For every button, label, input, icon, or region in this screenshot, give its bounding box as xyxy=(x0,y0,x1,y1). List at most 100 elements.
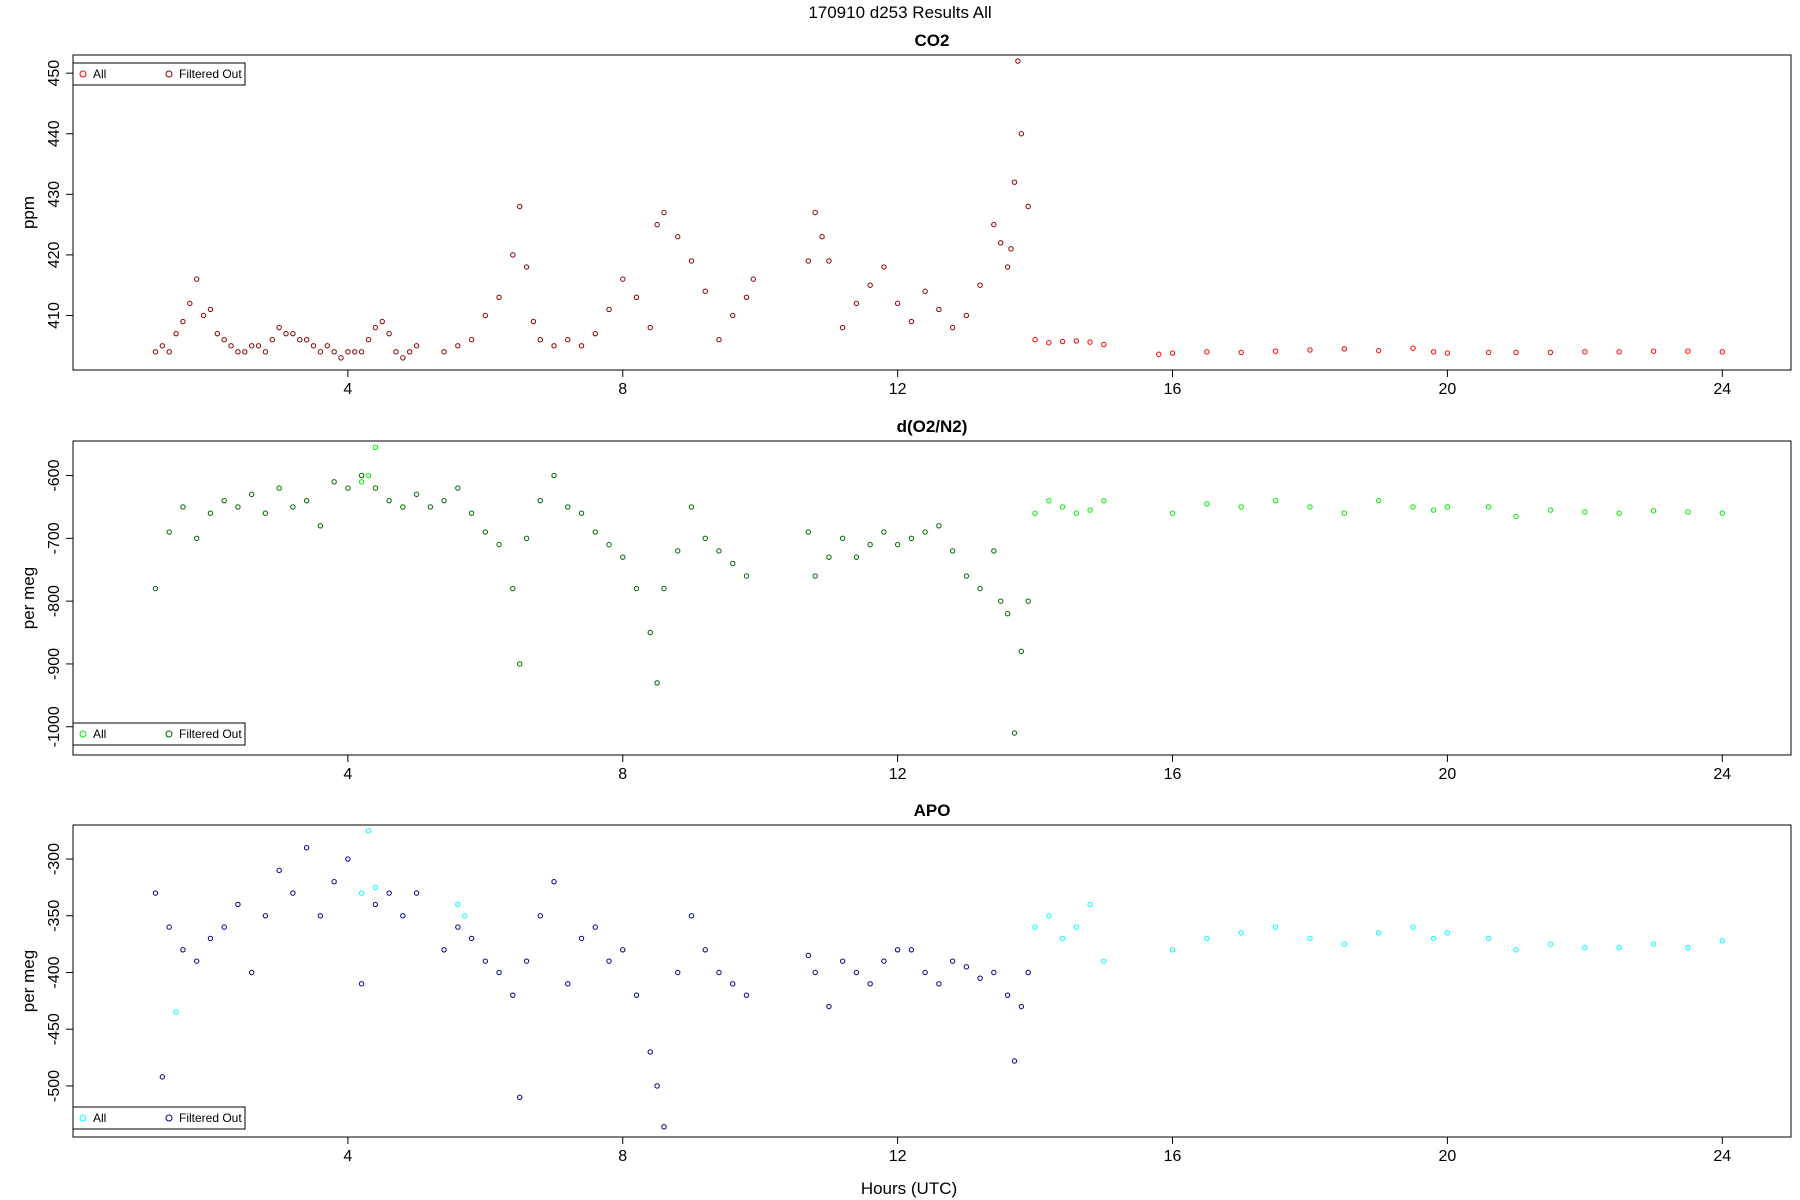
point-filtered-out xyxy=(578,935,585,942)
point-all xyxy=(1650,348,1657,354)
co2-panel: CO2 ppm 4 8 12 16 20 24 410 420 430 440 450 All Filter… xyxy=(19,31,1792,398)
point-all xyxy=(1547,507,1554,513)
point-filtered-out xyxy=(1004,992,1011,998)
point-filtered-out xyxy=(716,969,722,976)
point-all xyxy=(1272,497,1279,504)
point-filtered-out xyxy=(750,276,757,282)
point-filtered-out xyxy=(372,901,379,908)
point-all xyxy=(1410,345,1416,351)
x-tick-label: 16 xyxy=(1164,1148,1182,1165)
y-tick-label: 440 xyxy=(46,120,63,147)
point-filtered-out xyxy=(173,330,179,337)
point-all xyxy=(1430,935,1437,942)
x-tick-label: 20 xyxy=(1439,381,1457,398)
point-filtered-out xyxy=(207,935,214,942)
point-all xyxy=(1513,513,1519,520)
point-filtered-out xyxy=(166,924,172,930)
point-filtered-out xyxy=(386,330,392,337)
point-all xyxy=(1156,351,1162,357)
point-filtered-out xyxy=(276,867,282,874)
point-filtered-out xyxy=(310,343,317,349)
point-filtered-out xyxy=(379,318,385,325)
point-all xyxy=(1485,349,1492,356)
point-all xyxy=(1032,924,1038,930)
point-all xyxy=(1582,349,1588,355)
point-filtered-out xyxy=(523,535,530,542)
point-filtered-out xyxy=(372,324,379,331)
point-filtered-out xyxy=(819,234,825,240)
point-filtered-out xyxy=(936,523,942,529)
legend-label-filtered-out: Filtered Out xyxy=(179,727,242,741)
point-filtered-out xyxy=(303,337,310,343)
point-filtered-out xyxy=(510,992,516,998)
point-filtered-out xyxy=(936,306,942,313)
point-filtered-out xyxy=(702,288,708,294)
point-filtered-out xyxy=(221,337,227,343)
point-filtered-out xyxy=(255,343,262,349)
point-filtered-out xyxy=(200,312,207,319)
y-tick-label: -400 xyxy=(46,956,63,988)
x-tick-label: 24 xyxy=(1713,766,1731,783)
point-filtered-out xyxy=(963,312,970,319)
point-filtered-out xyxy=(468,510,475,516)
point-filtered-out xyxy=(276,324,282,331)
point-filtered-out xyxy=(276,485,282,491)
x-axis-label: Hours (UTC) xyxy=(861,1179,957,1198)
point-filtered-out xyxy=(441,497,447,504)
point-filtered-out xyxy=(908,947,915,953)
plot-frame xyxy=(72,54,1792,371)
y-tick-label: 420 xyxy=(46,241,63,268)
plot-frame xyxy=(72,440,1792,756)
point-filtered-out xyxy=(1018,648,1025,655)
point-filtered-out xyxy=(647,324,653,331)
point-filtered-out xyxy=(675,234,681,240)
x-tick-label: 20 xyxy=(1439,1148,1457,1165)
point-all xyxy=(1073,338,1080,344)
point-filtered-out xyxy=(455,343,461,349)
point-filtered-out xyxy=(193,958,200,964)
point-filtered-out xyxy=(482,312,489,319)
point-filtered-out xyxy=(592,330,598,337)
point-filtered-out xyxy=(468,935,475,942)
point-filtered-out xyxy=(606,958,612,964)
point-filtered-out xyxy=(482,529,489,535)
point-filtered-out xyxy=(400,913,406,919)
point-all xyxy=(1087,507,1093,513)
point-filtered-out xyxy=(331,879,337,885)
point-all xyxy=(1238,349,1244,356)
point-filtered-out xyxy=(537,497,543,504)
point-filtered-out xyxy=(551,472,557,479)
y-tick-label: 410 xyxy=(46,302,63,329)
point-filtered-out xyxy=(324,343,330,349)
point-filtered-out xyxy=(303,497,310,504)
point-filtered-out xyxy=(606,541,612,548)
point-filtered-out xyxy=(839,958,846,964)
point-filtered-out xyxy=(358,349,365,355)
o2n2-panel: d(O2/N2) per meg 4 8 12 16 20 24 -1000 -900 -800 -7… xyxy=(19,417,1792,783)
point-filtered-out xyxy=(496,294,502,301)
point-filtered-out xyxy=(702,535,708,542)
point-filtered-out xyxy=(166,349,172,355)
point-filtered-out xyxy=(537,913,543,919)
legend-label-filtered-out: Filtered Out xyxy=(179,1111,242,1125)
point-filtered-out xyxy=(510,252,516,258)
point-all xyxy=(1582,509,1588,515)
point-filtered-out xyxy=(413,491,420,498)
point-filtered-out xyxy=(262,349,269,355)
point-filtered-out xyxy=(1004,611,1011,617)
point-filtered-out xyxy=(620,947,626,953)
panel-title: d(O2/N2) xyxy=(897,417,968,436)
point-all xyxy=(1719,349,1725,355)
point-filtered-out xyxy=(688,258,695,264)
point-filtered-out xyxy=(262,510,269,516)
point-all xyxy=(1169,510,1176,516)
point-all xyxy=(1375,347,1382,354)
point-filtered-out xyxy=(152,585,159,592)
point-filtered-out xyxy=(290,504,296,510)
point-filtered-out xyxy=(242,349,248,355)
point-filtered-out xyxy=(578,510,585,516)
point-filtered-out xyxy=(1018,131,1025,137)
point-filtered-out xyxy=(675,548,681,554)
point-filtered-out xyxy=(297,337,303,343)
